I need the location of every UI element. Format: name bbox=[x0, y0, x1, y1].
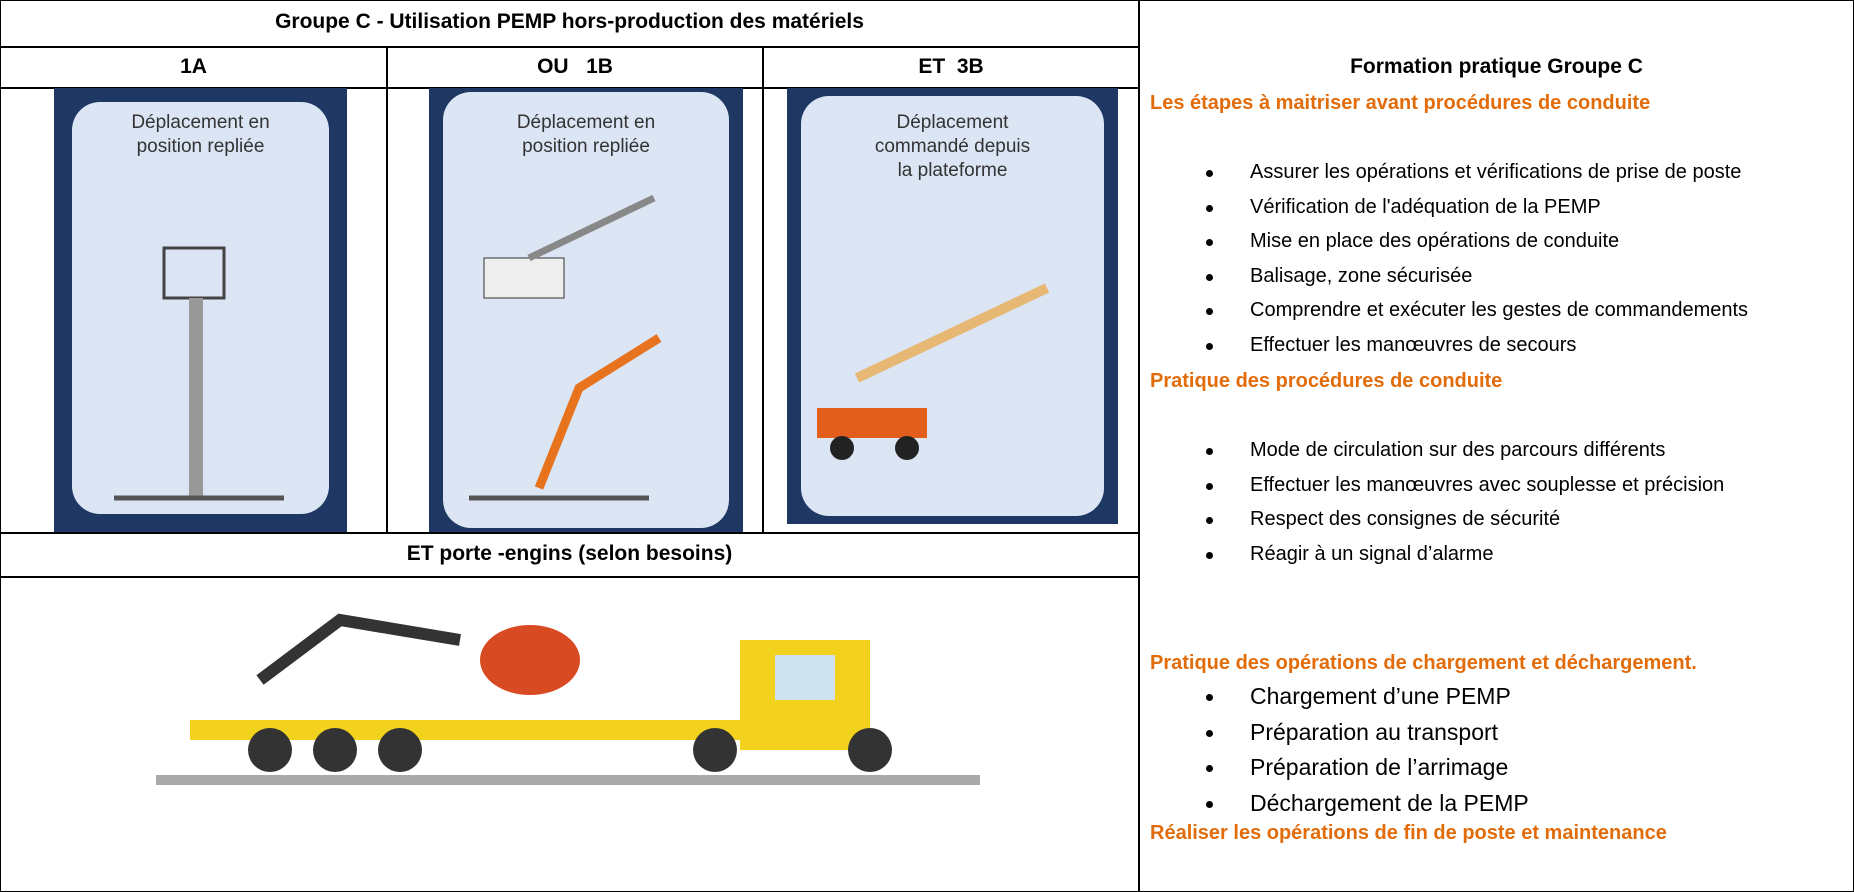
bullet-item: Réagir à un signal d’alarme bbox=[1150, 537, 1850, 572]
bullet-item: Respect des consignes de sécurité bbox=[1150, 502, 1850, 537]
right-title: Formation pratique Groupe C bbox=[1139, 55, 1854, 79]
bullet-list: Assurer les opérations et vérifications … bbox=[1150, 155, 1850, 362]
column-header: OU 1B bbox=[387, 55, 763, 79]
section-heading: Pratique des opérations de chargement et… bbox=[1150, 652, 1850, 675]
column-header: ET 3B bbox=[763, 55, 1139, 79]
bullet-item: Assurer les opérations et vérifications … bbox=[1150, 155, 1850, 190]
section: Réaliser les opérations de fin de poste … bbox=[1150, 822, 1850, 845]
bullet-item: Préparation au transport bbox=[1150, 715, 1850, 751]
bullet-item: Préparation de l’arrimage bbox=[1150, 750, 1850, 786]
bullet-item: Déchargement de la PEMP bbox=[1150, 786, 1850, 822]
section: Pratique des procédures de conduite Mode … bbox=[1150, 370, 1850, 571]
section-heading: Pratique des procédures de conduite bbox=[1150, 370, 1850, 393]
column-header: 1A bbox=[0, 55, 387, 79]
bullet-item: Balisage, zone sécurisée bbox=[1150, 259, 1850, 294]
bullet-item: Effectuer les manœuvres avec souplesse e… bbox=[1150, 468, 1850, 503]
transport-title: ET porte -engins (selon besoins) bbox=[0, 542, 1139, 566]
page: {"left":{"title":"Groupe C - Utilisation… bbox=[0, 0, 1854, 892]
bullet-item: Comprendre et exécuter les gestes de com… bbox=[1150, 293, 1850, 328]
transport-illustration bbox=[150, 600, 990, 790]
bullet-item: Effectuer les manœuvres de secours bbox=[1150, 328, 1850, 363]
bullet-list: Mode de circulation sur des parcours dif… bbox=[1150, 433, 1850, 571]
bullet-item: Mise en place des opérations de conduite bbox=[1150, 224, 1850, 259]
section-heading: Réaliser les opérations de fin de poste … bbox=[1150, 822, 1850, 845]
bullet-item: Vérification de l'adéquation de la PEMP bbox=[1150, 190, 1850, 225]
section: Pratique des opérations de chargement et… bbox=[1150, 652, 1850, 821]
section: Les étapes à maitriser avant procédures … bbox=[1150, 92, 1850, 362]
bullet-item: Chargement d’une PEMP bbox=[1150, 679, 1850, 715]
bullet-item: Mode de circulation sur des parcours dif… bbox=[1150, 433, 1850, 468]
group-title: Groupe C - Utilisation PEMP hors-product… bbox=[0, 10, 1139, 34]
section-heading: Les étapes à maitriser avant procédures … bbox=[1150, 92, 1850, 115]
